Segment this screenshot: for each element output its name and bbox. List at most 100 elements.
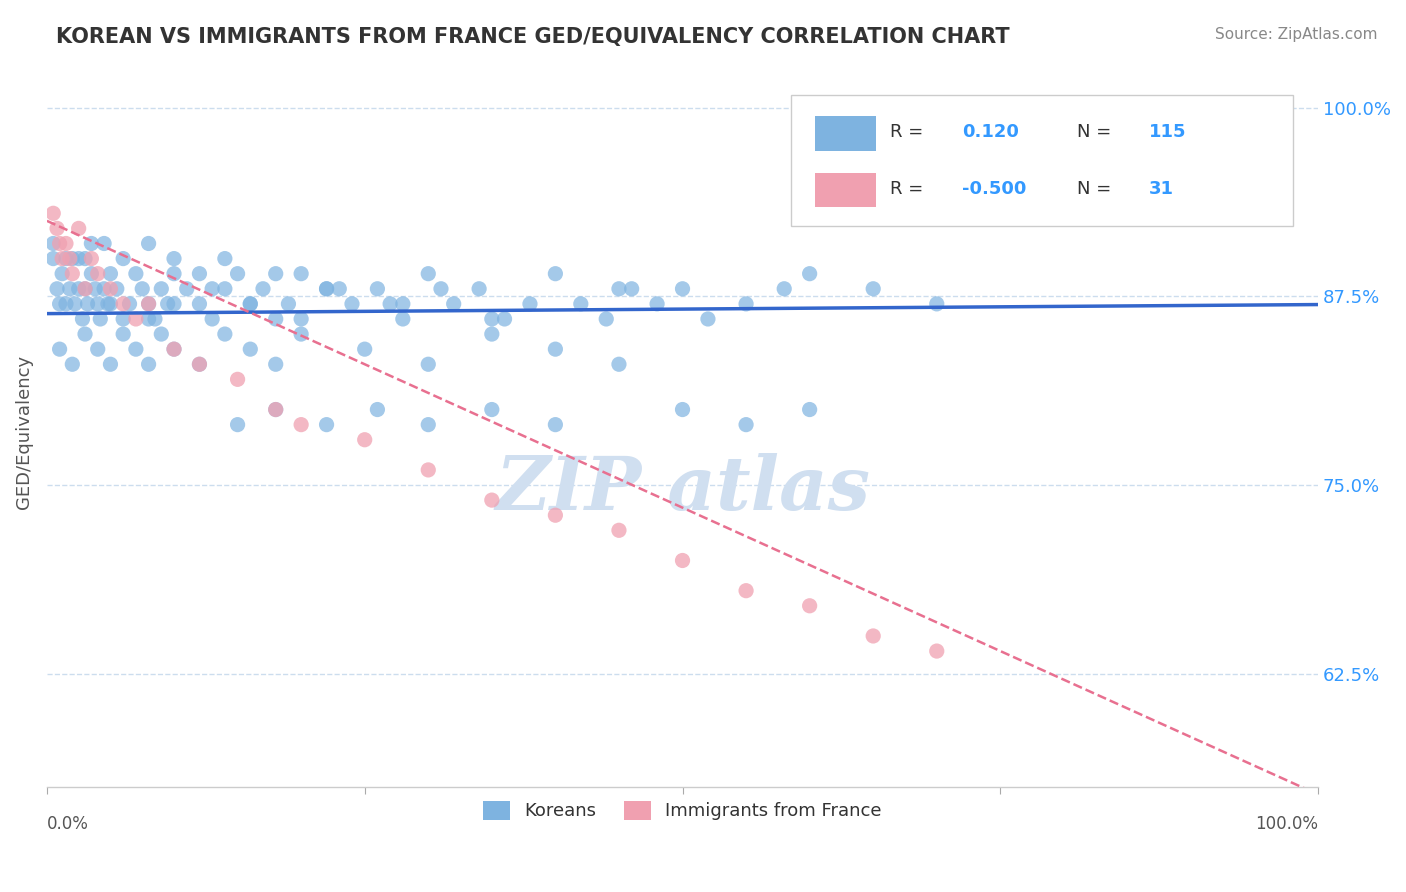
FancyBboxPatch shape [814, 173, 876, 207]
Point [353, 433, 375, 447]
Point [519, 297, 541, 311]
Y-axis label: GED/Equivalency: GED/Equivalency [15, 355, 32, 509]
Point [290, 312, 312, 326]
Point [89, 312, 111, 326]
Point [315, 282, 337, 296]
Point [481, 327, 503, 342]
Point [138, 297, 160, 311]
Point [138, 312, 160, 326]
Point [214, 282, 236, 296]
Point [112, 252, 135, 266]
Point [188, 357, 211, 371]
Point [290, 327, 312, 342]
Point [214, 327, 236, 342]
Point [87, 342, 110, 356]
Text: 0.0%: 0.0% [46, 815, 89, 833]
Point [60, 267, 83, 281]
Point [671, 402, 693, 417]
Point [290, 267, 312, 281]
Point [93, 282, 115, 296]
Point [138, 357, 160, 371]
Point [138, 236, 160, 251]
Point [143, 312, 166, 326]
Point [418, 417, 440, 432]
Point [112, 312, 135, 326]
Point [595, 312, 617, 326]
Point [67, 221, 90, 235]
Point [340, 297, 363, 311]
Point [607, 282, 630, 296]
Point [315, 417, 337, 432]
Point [42, 252, 65, 266]
Legend: Koreans, Immigrants from France: Koreans, Immigrants from France [477, 794, 889, 828]
Point [46, 221, 69, 235]
Point [697, 312, 720, 326]
Point [163, 342, 186, 356]
Point [366, 402, 388, 417]
Point [163, 252, 186, 266]
Point [366, 282, 388, 296]
Point [239, 297, 262, 311]
Point [607, 357, 630, 371]
Point [544, 342, 567, 356]
Point [59, 282, 82, 296]
Point [55, 297, 77, 311]
Point [239, 342, 262, 356]
Point [735, 297, 758, 311]
Point [150, 327, 173, 342]
Point [290, 417, 312, 432]
Point [150, 282, 173, 296]
Text: R =: R = [890, 123, 929, 141]
Point [214, 252, 236, 266]
FancyBboxPatch shape [814, 117, 876, 151]
Point [544, 508, 567, 523]
Point [799, 599, 821, 613]
Point [799, 267, 821, 281]
Point [188, 267, 211, 281]
Text: 100.0%: 100.0% [1256, 815, 1319, 833]
Point [84, 282, 107, 296]
Point [328, 282, 350, 296]
Point [48, 297, 70, 311]
Point [93, 236, 115, 251]
Point [55, 236, 77, 251]
Point [264, 402, 287, 417]
Point [481, 493, 503, 508]
Point [862, 629, 884, 643]
Point [544, 417, 567, 432]
Point [59, 252, 82, 266]
Point [55, 252, 77, 266]
Point [443, 297, 465, 311]
Point [264, 357, 287, 371]
Point [163, 267, 186, 281]
Point [112, 327, 135, 342]
Text: ZIP atlas: ZIP atlas [495, 453, 870, 525]
Point [481, 312, 503, 326]
Point [188, 297, 211, 311]
Text: N =: N = [1077, 180, 1116, 198]
Point [430, 282, 453, 296]
Point [607, 524, 630, 538]
Point [925, 644, 948, 658]
Point [60, 252, 83, 266]
Point [76, 297, 98, 311]
Point [264, 402, 287, 417]
Point [201, 282, 224, 296]
Text: 115: 115 [1149, 123, 1187, 141]
Point [620, 282, 643, 296]
Point [87, 267, 110, 281]
Point [125, 267, 148, 281]
Point [156, 297, 179, 311]
Point [163, 297, 186, 311]
Point [80, 267, 103, 281]
Point [671, 282, 693, 296]
Point [51, 252, 73, 266]
Point [51, 267, 73, 281]
Point [645, 297, 668, 311]
Point [67, 252, 90, 266]
Point [378, 297, 401, 311]
Point [418, 463, 440, 477]
Point [353, 342, 375, 356]
Point [42, 206, 65, 220]
Point [73, 282, 96, 296]
